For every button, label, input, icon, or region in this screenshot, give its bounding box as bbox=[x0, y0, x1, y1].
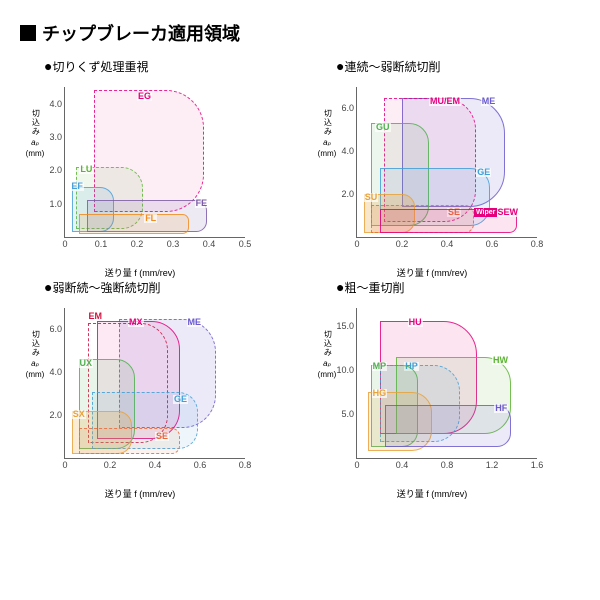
axes: 1.02.03.04.000.10.20.30.40.5EGLUEFFEFL bbox=[64, 87, 245, 238]
x-axis-label: 送り量 f (mm/rev) bbox=[312, 487, 552, 500]
chart-title: ●切りくず処理重視 bbox=[44, 58, 288, 75]
x-tick: 0.6 bbox=[486, 237, 499, 249]
plot-area: 切込みaₚ(mm) 1.0 2.0 3.0 4.0 0 0.1 0.2 0.3 0.4 0.5 EG L… bbox=[20, 79, 260, 279]
region-label-SX: SX bbox=[72, 410, 86, 419]
chart-title: ●弱断続～強断続切削 bbox=[44, 279, 288, 296]
chart-panel: ●粗～重切削切込みaₚ(mm)5.010.015.000.40.81.21.6H… bbox=[312, 279, 580, 500]
region-label-HF: HF bbox=[494, 404, 508, 413]
plot-area: 切込みaₚ(mm)5.010.015.000.40.81.21.6HUHWHPM… bbox=[312, 300, 552, 500]
main-title-text: チップブレーカ適用領域 bbox=[42, 20, 240, 46]
plot-area: 切込みaₚ(mm) 2.0 4.0 6.0 0 0.2 0.4 0.6 0.8 ME MU/EM GU… bbox=[312, 79, 552, 279]
y-tick: 4.0 bbox=[341, 146, 357, 156]
x-axis-label: 送り量 f (mm/rev) bbox=[20, 266, 260, 279]
x-tick: 0.4 bbox=[396, 458, 409, 470]
y-tick: 3.0 bbox=[49, 132, 65, 142]
region-label-FL: FL bbox=[144, 214, 157, 223]
y-tick: 6.0 bbox=[49, 324, 65, 334]
y-axis-label: 切込みaₚ(mm) bbox=[312, 109, 342, 158]
region-label-UX: UX bbox=[79, 359, 94, 368]
region-label-LU: LU bbox=[79, 165, 93, 174]
x-tick: 0 bbox=[354, 237, 359, 249]
y-tick: 10.0 bbox=[336, 365, 357, 375]
x-tick: 0.8 bbox=[441, 458, 454, 470]
axes: 2.04.06.000.20.40.60.8MEMU/EMGUGESUSESEW… bbox=[356, 87, 537, 238]
main-title: チップブレーカ適用領域 bbox=[20, 20, 580, 46]
x-tick: 0.2 bbox=[396, 237, 409, 249]
title-square-icon bbox=[20, 25, 36, 41]
x-tick: 1.2 bbox=[486, 458, 499, 470]
x-tick: 0.1 bbox=[95, 237, 108, 249]
region-label-SEW: SEW bbox=[497, 208, 520, 217]
y-axis-label: 切込みaₚ(mm) bbox=[20, 330, 50, 379]
x-tick: 0.5 bbox=[239, 237, 252, 249]
y-axis-label: 切込みaₚ(mm) bbox=[20, 109, 50, 158]
y-tick: 5.0 bbox=[341, 409, 357, 419]
y-tick: 6.0 bbox=[341, 103, 357, 113]
x-tick: 0.3 bbox=[167, 237, 180, 249]
plot-area: 切込みaₚ(mm)2.04.06.000.20.40.60.8MEMXEMUXG… bbox=[20, 300, 260, 500]
y-tick: 2.0 bbox=[49, 165, 65, 175]
chart-panel: ●切りくず処理重視切込みaₚ(mm) 1.0 2.0 3.0 4.0 0 0.1 0.2 0.3… bbox=[20, 58, 288, 279]
y-tick: 4.0 bbox=[49, 367, 65, 377]
region-label-FE: FE bbox=[195, 199, 209, 208]
region-HF bbox=[385, 405, 511, 447]
region-label-SU: SU bbox=[364, 193, 379, 202]
x-tick: 0.4 bbox=[441, 237, 454, 249]
region-label-HG: HG bbox=[372, 389, 388, 398]
x-tick: 0.2 bbox=[131, 237, 144, 249]
x-axis-label: 送り量 f (mm/rev) bbox=[20, 487, 260, 500]
x-tick: 0.4 bbox=[149, 458, 162, 470]
y-tick: 1.0 bbox=[49, 199, 65, 209]
x-tick: 1.6 bbox=[531, 458, 544, 470]
region-label-SE: SE bbox=[155, 432, 169, 441]
x-axis-label: 送り量 f (mm/rev) bbox=[312, 266, 552, 279]
axes: 2.04.06.000.20.40.60.8MEMXEMUXGESXSE bbox=[64, 308, 245, 459]
x-tick: 0.4 bbox=[203, 237, 216, 249]
region-label-ME: ME bbox=[187, 318, 203, 327]
x-tick: 0.8 bbox=[239, 458, 252, 470]
region-label-GE: GE bbox=[173, 395, 188, 404]
region-label-GE: GE bbox=[476, 168, 491, 177]
region-label-GU: GU bbox=[375, 123, 391, 132]
region-label-HU: HU bbox=[408, 318, 423, 327]
region-label-MU/EM: MU/EM bbox=[429, 97, 461, 106]
x-tick: 0.6 bbox=[194, 458, 207, 470]
region-label-EM: EM bbox=[88, 312, 104, 321]
region-label-EF: EF bbox=[70, 182, 84, 191]
region-label-EG: EG bbox=[137, 92, 152, 101]
region-label-ME: ME bbox=[481, 97, 497, 106]
x-tick: 0.8 bbox=[531, 237, 544, 249]
x-tick: 0 bbox=[62, 458, 67, 470]
x-tick: 0.2 bbox=[104, 458, 117, 470]
axes: 5.010.015.000.40.81.21.6HUHWHPMPHGHF bbox=[356, 308, 537, 459]
x-tick: 0 bbox=[62, 237, 67, 249]
region-label-HW: HW bbox=[492, 356, 509, 365]
x-tick: 0 bbox=[354, 458, 359, 470]
y-tick: 15.0 bbox=[336, 321, 357, 331]
chart-title: ●連続～弱断続切削 bbox=[336, 58, 580, 75]
region-label-MP: MP bbox=[372, 362, 388, 371]
extra-label: Wiper bbox=[474, 208, 497, 217]
chart-title: ●粗～重切削 bbox=[336, 279, 580, 296]
chart-panel: ●連続～弱断続切削切込みaₚ(mm) 2.0 4.0 6.0 0 0.2 0.4 0.6 0.8… bbox=[312, 58, 580, 279]
y-tick: 2.0 bbox=[49, 410, 65, 420]
chart-panel: ●弱断続～強断続切削切込みaₚ(mm) 2.0 4.0 6.0 0 0.2 0.4 0.6 0.… bbox=[20, 279, 288, 500]
region-FL bbox=[79, 214, 189, 234]
y-tick: 2.0 bbox=[341, 189, 357, 199]
y-tick: 4.0 bbox=[49, 99, 65, 109]
